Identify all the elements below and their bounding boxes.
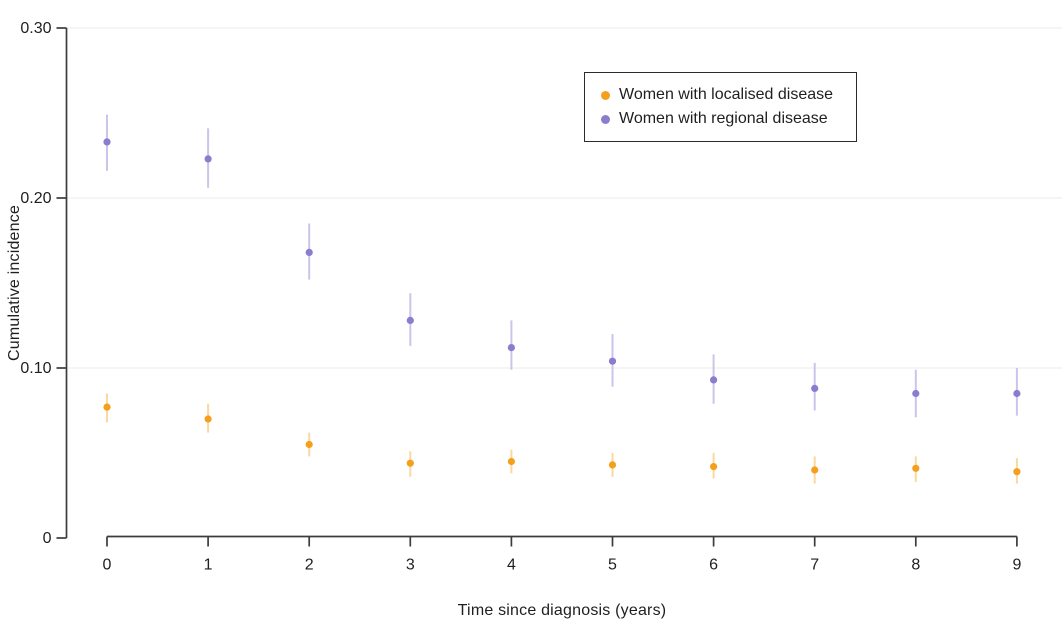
legend-label-regional: Women with regional disease <box>619 110 828 127</box>
x-tick-label: 9 <box>1012 557 1021 574</box>
y-tick-label: 0 <box>43 530 52 547</box>
x-tick-label: 3 <box>406 557 415 574</box>
datapoint-localised <box>406 459 414 467</box>
datapoint-regional <box>710 376 718 384</box>
localised-marker-icon <box>601 90 610 100</box>
x-tick-label: 4 <box>507 557 516 574</box>
datapoint-regional <box>305 248 313 256</box>
x-tick-label: 7 <box>810 557 819 574</box>
y-axis-title: Cumulative incidence <box>6 204 23 362</box>
datapoint-regional <box>204 155 212 163</box>
legend-label-localised: Women with localised disease <box>619 86 834 103</box>
datapoint-regional <box>1013 389 1021 398</box>
datapoint-localised <box>608 461 617 469</box>
x-tick-label: 8 <box>911 557 920 574</box>
datapoint-regional <box>912 389 920 398</box>
datapoint-localised <box>103 403 111 411</box>
datapoint-localised <box>507 457 515 466</box>
datapoint-regional <box>608 357 617 365</box>
x-tick-label: 6 <box>709 557 718 574</box>
datapoint-localised <box>204 415 212 423</box>
x-tick-label: 5 <box>608 557 617 574</box>
x-tick-label: 0 <box>103 557 112 574</box>
datapoint-localised <box>1013 468 1021 476</box>
x-tick-label: 2 <box>305 557 314 574</box>
legend-item-regional: Women with regional disease <box>601 110 856 128</box>
regional-marker-icon <box>601 114 610 124</box>
legend-item-localised: Women with localised disease <box>601 86 856 104</box>
y-tick-label: 0.30 <box>20 20 51 37</box>
x-tick-label: 1 <box>204 557 213 574</box>
datapoint-localised <box>710 463 718 471</box>
legend: Women with localised disease Women with … <box>584 72 857 142</box>
y-tick-label: 0.10 <box>20 360 51 377</box>
datapoint-regional <box>103 138 111 146</box>
y-tick-label: 0.20 <box>20 190 51 207</box>
datapoint-regional <box>406 316 414 324</box>
datapoint-regional <box>811 384 819 392</box>
x-axis-title: Time since diagnosis (years) <box>457 602 667 619</box>
datapoint-localised <box>305 440 313 449</box>
datapoint-localised <box>912 464 920 472</box>
datapoint-localised <box>811 466 819 474</box>
datapoint-regional <box>507 344 515 352</box>
